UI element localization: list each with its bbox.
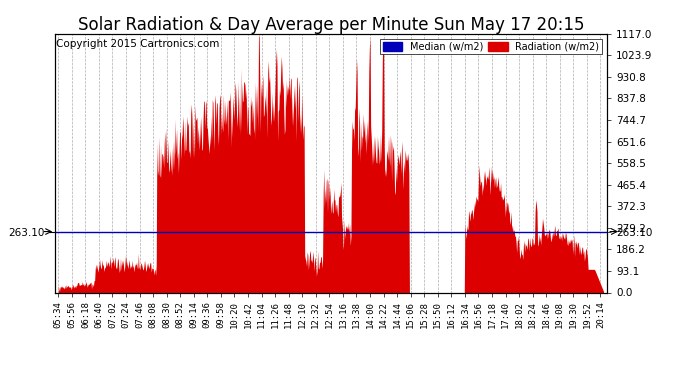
Legend: Median (w/m2), Radiation (w/m2): Median (w/m2), Radiation (w/m2) <box>380 39 602 54</box>
Title: Solar Radiation & Day Average per Minute Sun May 17 20:15: Solar Radiation & Day Average per Minute… <box>78 16 584 34</box>
Text: Copyright 2015 Cartronics.com: Copyright 2015 Cartronics.com <box>56 39 219 49</box>
